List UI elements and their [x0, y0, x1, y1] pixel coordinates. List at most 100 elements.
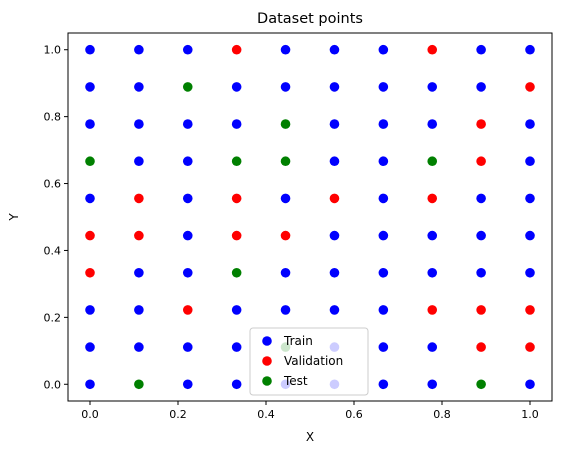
data-point	[232, 342, 242, 352]
data-point	[427, 82, 437, 92]
data-point	[281, 119, 291, 129]
legend-label-validation: Validation	[284, 354, 343, 368]
data-point	[85, 379, 95, 389]
data-point	[525, 119, 535, 129]
data-point	[281, 268, 291, 278]
data-point	[525, 231, 535, 241]
data-point	[281, 305, 291, 315]
data-point	[85, 305, 95, 315]
data-point	[330, 45, 340, 55]
data-point	[183, 45, 193, 55]
chart-title: Dataset points	[257, 11, 363, 27]
y-tick-label: 0.0	[44, 378, 62, 391]
y-tick-label: 1.0	[44, 44, 62, 57]
data-point	[330, 268, 340, 278]
data-point	[232, 194, 242, 204]
data-point	[379, 194, 389, 204]
data-point	[525, 45, 535, 55]
data-point	[183, 156, 193, 166]
data-point	[85, 45, 95, 55]
x-tick-label: 0.8	[433, 408, 451, 421]
legend-marker-validation	[262, 356, 272, 366]
data-point	[476, 268, 486, 278]
x-axis-label: X	[306, 430, 314, 444]
data-point	[427, 45, 437, 55]
x-tick-label: 0.4	[257, 408, 275, 421]
data-point	[379, 268, 389, 278]
data-point	[525, 342, 535, 352]
data-point	[183, 379, 193, 389]
data-point	[330, 156, 340, 166]
data-point	[281, 156, 291, 166]
data-point	[379, 156, 389, 166]
data-point	[232, 119, 242, 129]
data-point	[85, 231, 95, 241]
legend-marker-train	[262, 336, 272, 346]
data-point	[232, 379, 242, 389]
data-point	[85, 82, 95, 92]
data-point	[232, 305, 242, 315]
data-point	[476, 379, 486, 389]
data-point	[85, 119, 95, 129]
y-axis-label: Y	[7, 213, 21, 222]
data-point	[85, 156, 95, 166]
data-point	[476, 305, 486, 315]
data-point	[427, 231, 437, 241]
data-point	[232, 268, 242, 278]
x-tick-label: 1.0	[521, 408, 539, 421]
data-point	[379, 231, 389, 241]
data-point	[330, 119, 340, 129]
data-point	[232, 156, 242, 166]
y-tick-label: 0.8	[44, 111, 62, 124]
data-point	[134, 194, 144, 204]
data-point	[183, 268, 193, 278]
data-point	[379, 82, 389, 92]
data-point	[476, 156, 486, 166]
data-point	[525, 194, 535, 204]
data-point	[525, 268, 535, 278]
data-point	[427, 268, 437, 278]
data-point	[476, 82, 486, 92]
data-point	[85, 342, 95, 352]
data-point	[379, 45, 389, 55]
data-point	[134, 379, 144, 389]
data-point	[134, 45, 144, 55]
data-point	[134, 305, 144, 315]
data-point	[476, 194, 486, 204]
data-point	[330, 305, 340, 315]
data-point	[427, 342, 437, 352]
data-point	[281, 45, 291, 55]
x-tick-label: 0.6	[345, 408, 363, 421]
x-tick-label: 0.0	[81, 408, 99, 421]
x-tick-label: 0.2	[169, 408, 187, 421]
data-point	[183, 305, 193, 315]
data-point	[85, 194, 95, 204]
data-point	[476, 231, 486, 241]
y-tick-label: 0.2	[44, 311, 62, 324]
data-point	[134, 82, 144, 92]
data-point	[183, 194, 193, 204]
data-point	[525, 82, 535, 92]
data-point	[183, 119, 193, 129]
data-point	[232, 82, 242, 92]
data-point	[379, 305, 389, 315]
y-tick-label: 0.6	[44, 178, 62, 191]
data-point	[379, 119, 389, 129]
data-point	[476, 45, 486, 55]
data-point	[134, 156, 144, 166]
data-point	[379, 379, 389, 389]
legend: Train Validation Test	[250, 328, 368, 395]
data-point	[134, 119, 144, 129]
data-point	[281, 82, 291, 92]
data-point	[330, 231, 340, 241]
data-point	[330, 194, 340, 204]
data-point	[232, 45, 242, 55]
legend-marker-test	[262, 376, 272, 386]
data-point	[134, 342, 144, 352]
legend-label-test: Test	[283, 374, 308, 388]
data-point	[427, 379, 437, 389]
data-point	[281, 231, 291, 241]
data-point	[427, 194, 437, 204]
data-point	[85, 268, 95, 278]
